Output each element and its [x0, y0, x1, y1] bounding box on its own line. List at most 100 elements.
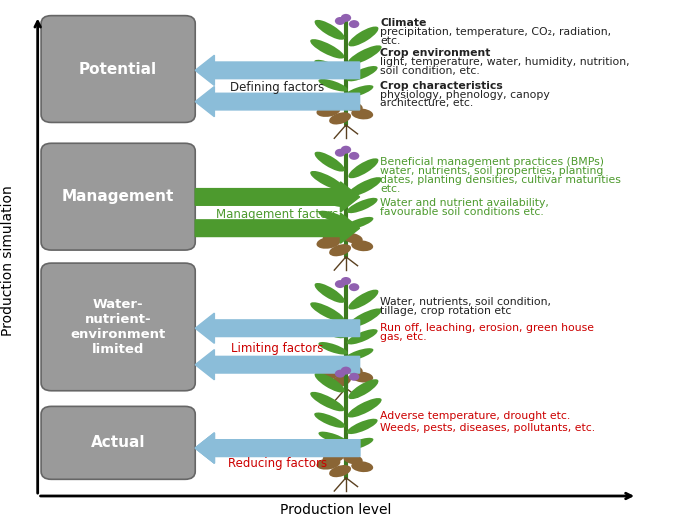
Ellipse shape [329, 113, 351, 125]
FancyArrow shape [195, 313, 360, 343]
Ellipse shape [329, 465, 351, 477]
Ellipse shape [347, 329, 377, 344]
Ellipse shape [316, 237, 340, 249]
Text: Weeds, pests, diseases, pollutants, etc.: Weeds, pests, diseases, pollutants, etc. [380, 423, 595, 433]
Ellipse shape [329, 376, 351, 388]
Text: gas, etc.: gas, etc. [380, 332, 427, 342]
Text: Reducing factors: Reducing factors [228, 457, 327, 470]
Ellipse shape [343, 364, 363, 375]
FancyArrow shape [195, 55, 360, 85]
Ellipse shape [351, 240, 373, 251]
Ellipse shape [323, 100, 343, 110]
FancyBboxPatch shape [41, 143, 195, 250]
Ellipse shape [314, 20, 345, 40]
Text: Crop environment: Crop environment [380, 48, 490, 58]
Circle shape [335, 17, 345, 25]
FancyArrow shape [195, 182, 360, 212]
Text: light, temperature, water, humidity, nutrition,: light, temperature, water, humidity, nut… [380, 57, 630, 67]
Ellipse shape [343, 454, 363, 464]
Ellipse shape [349, 27, 378, 46]
Text: Climate: Climate [380, 18, 427, 28]
Text: Water and nutrient availability,: Water and nutrient availability, [380, 198, 549, 208]
Text: tillage, crop rotation etc: tillage, crop rotation etc [380, 306, 512, 316]
Ellipse shape [351, 371, 373, 382]
Ellipse shape [347, 398, 382, 417]
Ellipse shape [323, 453, 343, 463]
Ellipse shape [351, 461, 373, 472]
Text: Run off, leaching, erosion, green house: Run off, leaching, erosion, green house [380, 323, 594, 333]
Circle shape [340, 277, 351, 285]
FancyBboxPatch shape [41, 406, 195, 479]
Ellipse shape [323, 232, 343, 242]
Ellipse shape [319, 210, 348, 224]
Ellipse shape [314, 192, 345, 207]
FancyBboxPatch shape [41, 16, 195, 122]
Ellipse shape [343, 233, 363, 243]
Text: dates, planting densities, cultivar maturities: dates, planting densities, cultivar matu… [380, 175, 621, 185]
Text: Limiting factors: Limiting factors [232, 342, 323, 354]
Text: etc.: etc. [380, 184, 401, 194]
Ellipse shape [344, 348, 373, 361]
Text: Production simulation: Production simulation [1, 185, 15, 336]
Ellipse shape [316, 368, 340, 380]
Text: water, nutrients, soil properties, planting: water, nutrients, soil properties, plant… [380, 166, 603, 176]
Circle shape [335, 280, 345, 288]
Ellipse shape [314, 323, 345, 338]
Text: Management: Management [62, 189, 175, 204]
Ellipse shape [344, 85, 373, 97]
Circle shape [340, 367, 351, 375]
Circle shape [349, 20, 360, 28]
FancyArrow shape [195, 350, 360, 380]
Ellipse shape [323, 363, 343, 373]
Text: Adverse temperature, drought etc.: Adverse temperature, drought etc. [380, 411, 571, 420]
Circle shape [349, 373, 360, 381]
Ellipse shape [347, 419, 377, 434]
Ellipse shape [319, 431, 348, 444]
Ellipse shape [314, 283, 345, 303]
Text: Water, nutrients, soil condition,: Water, nutrients, soil condition, [380, 297, 551, 307]
Circle shape [335, 370, 345, 378]
Text: etc.: etc. [380, 36, 401, 46]
Text: precipitation, temperature, CO₂, radiation,: precipitation, temperature, CO₂, radiati… [380, 27, 611, 37]
FancyBboxPatch shape [41, 263, 195, 391]
FancyArrow shape [195, 433, 360, 463]
Ellipse shape [314, 60, 345, 75]
Ellipse shape [347, 45, 382, 65]
Ellipse shape [314, 413, 345, 428]
Circle shape [349, 283, 360, 291]
Ellipse shape [319, 79, 348, 92]
FancyArrow shape [195, 86, 360, 117]
Ellipse shape [343, 101, 363, 111]
Ellipse shape [349, 290, 378, 309]
Ellipse shape [347, 308, 382, 328]
Text: Actual: Actual [91, 436, 145, 450]
Ellipse shape [316, 105, 340, 117]
Text: Water-
nutrient-
environment
limited: Water- nutrient- environment limited [71, 298, 166, 356]
Text: Potential: Potential [79, 61, 158, 77]
Ellipse shape [329, 244, 351, 256]
Circle shape [340, 14, 351, 22]
Ellipse shape [347, 177, 382, 196]
FancyArrow shape [195, 433, 360, 463]
Ellipse shape [314, 152, 345, 171]
Text: Defining factors: Defining factors [230, 81, 325, 94]
Ellipse shape [310, 302, 345, 322]
Circle shape [349, 152, 360, 160]
Ellipse shape [310, 392, 345, 412]
Ellipse shape [344, 438, 373, 450]
Text: favourable soil conditions etc.: favourable soil conditions etc. [380, 207, 544, 217]
Text: Production level: Production level [280, 503, 391, 517]
Circle shape [335, 149, 345, 157]
Ellipse shape [351, 108, 373, 119]
Text: Beneficial management practices (BMPs): Beneficial management practices (BMPs) [380, 157, 604, 167]
Ellipse shape [347, 66, 377, 81]
Ellipse shape [310, 39, 345, 59]
Ellipse shape [347, 198, 377, 213]
Text: Management factors: Management factors [216, 208, 338, 221]
Ellipse shape [314, 373, 345, 392]
FancyArrow shape [195, 213, 360, 243]
Ellipse shape [349, 158, 378, 178]
Text: architecture, etc.: architecture, etc. [380, 98, 473, 108]
Ellipse shape [349, 379, 378, 399]
Circle shape [340, 146, 351, 154]
